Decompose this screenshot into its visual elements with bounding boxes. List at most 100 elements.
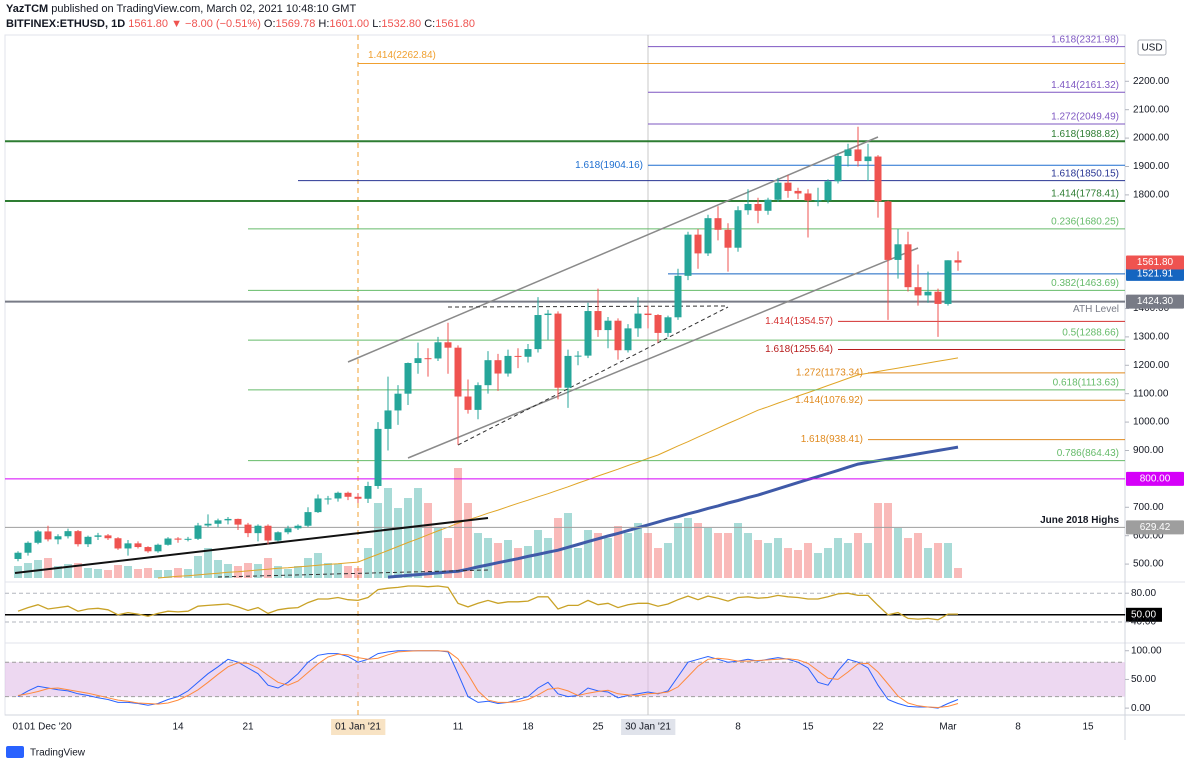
volume-bar	[804, 543, 812, 578]
candle-body	[34, 531, 42, 543]
trend-line	[14, 517, 489, 574]
level-label: 1.618(2321.98)	[1051, 34, 1119, 45]
candle-body	[884, 201, 892, 260]
candle-body	[254, 525, 262, 534]
candle-body	[654, 315, 662, 333]
level-label: 0.786(864.43)	[1057, 448, 1119, 459]
candle-body	[764, 199, 772, 211]
volume-bar	[214, 560, 222, 578]
volume-bar	[884, 503, 892, 578]
candle-body	[344, 492, 352, 497]
x-tick-label: 01 Dec '20	[24, 722, 72, 733]
y-tick-label: 1000.00	[1133, 417, 1170, 428]
candle-body	[814, 200, 822, 202]
currency: USD	[1141, 43, 1162, 54]
candle-body	[694, 234, 702, 254]
volume-bar	[784, 548, 792, 578]
candle-body	[454, 347, 462, 397]
candle-body	[874, 156, 882, 202]
volume-bar	[724, 533, 732, 578]
candle-body	[554, 313, 562, 388]
candle-body	[704, 218, 712, 254]
x-tick-label: 21	[242, 722, 254, 733]
candle-body	[384, 410, 392, 429]
y-tick-label: 2000.00	[1133, 133, 1170, 144]
volume-bar	[154, 570, 162, 578]
volume-bar	[294, 566, 302, 578]
volume-bar	[504, 540, 512, 578]
ohlc-value: 1561.80	[435, 18, 475, 30]
volume-bar	[334, 564, 342, 578]
y-tick-label: 2100.00	[1133, 104, 1170, 115]
candle-body	[144, 547, 152, 552]
x-tick-label: 18	[522, 722, 534, 733]
candle-body	[744, 203, 752, 211]
axis-price-label-text: 1521.91	[1137, 269, 1174, 280]
candle-body	[724, 229, 732, 248]
volume-bar	[364, 548, 372, 578]
ohlc-value: 1532.80	[381, 18, 422, 30]
volume-bar	[944, 543, 952, 578]
candle-body	[604, 320, 612, 331]
candle-body	[244, 524, 252, 534]
volume-bar	[664, 543, 672, 578]
candle-body	[564, 355, 572, 388]
candle-body	[614, 320, 622, 351]
candle-body	[934, 291, 942, 304]
header: YazTCM published on TradingView.com, Mar…	[6, 2, 475, 32]
candle-body	[304, 512, 312, 526]
volume-bar	[374, 503, 382, 578]
y-tick-label: 1400.00	[1133, 303, 1170, 314]
candle-body	[544, 313, 552, 316]
candle-body	[444, 342, 452, 348]
candle-body	[794, 190, 802, 194]
volume-bar	[134, 569, 142, 578]
candle-body	[54, 536, 62, 540]
axis-price-label-text: 629.42	[1140, 522, 1171, 533]
brand: TradingView	[30, 748, 86, 759]
level-label: 1.414(1778.41)	[1051, 189, 1119, 200]
x-tick-label: 11	[453, 722, 464, 733]
candle-body	[644, 313, 652, 316]
candle-body	[94, 535, 102, 537]
candle-body	[234, 518, 242, 525]
level-note: June 2018 Highs	[1040, 515, 1119, 526]
stoch-band	[5, 662, 1125, 697]
volume-bar	[594, 533, 602, 578]
volume-bar	[894, 528, 902, 578]
candle-body	[104, 535, 112, 539]
x-tick-label: 22	[872, 722, 884, 733]
candle-body	[784, 182, 792, 191]
volume-bar	[934, 543, 942, 578]
candle-body	[824, 181, 832, 201]
candle-body	[484, 360, 492, 386]
candle-body	[294, 525, 302, 529]
y-tick-label: 40.00	[1131, 617, 1156, 628]
symbol-line: BITFINEX:ETHUSD, 1D 1561.80 ▼ −8.00 (−0.…	[6, 17, 475, 32]
level-label: 0.382(1463.69)	[1051, 278, 1119, 289]
volume-bar	[344, 566, 352, 578]
candle-body	[514, 355, 522, 357]
indicator-line	[17, 650, 959, 709]
candle-body	[844, 149, 852, 156]
volume-bar	[624, 533, 632, 578]
candle-body	[324, 498, 332, 500]
volume-bar	[54, 566, 62, 578]
volume-bar	[854, 533, 862, 578]
volume-bar	[904, 538, 912, 578]
candle-body	[894, 244, 902, 260]
candle-body	[264, 525, 272, 541]
x-label-box	[331, 719, 386, 735]
volume-bar	[274, 566, 282, 578]
volume-bar	[284, 569, 292, 578]
volume-bar	[144, 568, 152, 578]
candle-body	[224, 518, 232, 521]
level-label: 1.618(1255.64)	[765, 344, 833, 355]
volume-bar	[74, 563, 82, 578]
candle-body	[944, 260, 952, 304]
volume-bar	[164, 570, 172, 578]
x-tick-label: Mar	[939, 722, 957, 733]
volume-bar	[94, 569, 102, 578]
candle-body	[84, 536, 92, 545]
candle-body	[524, 349, 532, 357]
